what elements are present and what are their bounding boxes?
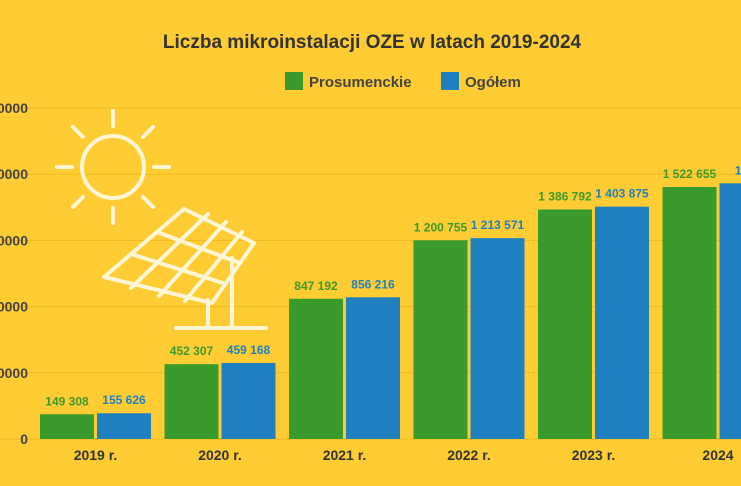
legend-swatch-prosumenckie (285, 72, 303, 90)
y-tick-label: 0 (20, 431, 28, 447)
bar-ogolem (470, 238, 525, 439)
x-category-label: 2022 r. (447, 447, 491, 463)
bar-prosumenckie (164, 364, 219, 439)
x-category-label: 2019 r. (74, 447, 118, 463)
y-tick-label: 0000 (0, 365, 28, 381)
legend-label-ogolem: Ogółem (465, 74, 521, 91)
data-label: 149 308 (45, 394, 89, 408)
data-label: 856 216 (351, 277, 395, 291)
data-label: 452 307 (170, 344, 214, 358)
legend-label-prosumenckie: Prosumenckie (309, 74, 412, 91)
bar-prosumenckie (413, 240, 468, 439)
bar-ogolem (595, 206, 649, 439)
bar-ogolem (221, 363, 276, 439)
legend-swatch-ogolem (441, 72, 459, 90)
y-tick-label: 0000 (0, 100, 28, 116)
data-label: 1 522 655 (663, 167, 717, 181)
x-axis-categories: 2019 r. 2020 r. 2021 r. 2022 r. 2023 r. 2024 (74, 447, 734, 463)
bars (40, 183, 741, 439)
x-category-label: 2023 r. (572, 447, 616, 463)
bar-ogolem (97, 413, 151, 439)
bar-prosumenckie (289, 298, 343, 439)
data-label: 1 54 (735, 163, 741, 177)
y-tick-label: 0000 (0, 299, 28, 315)
bar-prosumenckie (662, 187, 717, 439)
data-label: 1 386 792 (538, 189, 592, 203)
chart-title: Liczba mikroinstalacji OZE w latach 2019… (163, 32, 582, 53)
data-labels: 149 308 155 626 452 307 459 168 847 192 856 2… (45, 163, 741, 408)
x-category-label: 2024 (702, 447, 733, 463)
data-label: 1 403 875 (595, 187, 649, 201)
y-tick-label: 0000 (0, 166, 28, 182)
data-label: 459 168 (227, 343, 271, 357)
x-category-label: 2020 r. (198, 447, 242, 463)
sun-icon (55, 109, 171, 225)
data-label: 1 213 571 (471, 218, 525, 232)
bar-prosumenckie (538, 209, 592, 439)
data-label: 1 200 755 (414, 220, 468, 234)
legend: Prosumenckie Ogółem (285, 72, 521, 91)
bar-prosumenckie (40, 414, 94, 439)
data-label: 847 192 (294, 279, 338, 293)
bar-ogolem (346, 297, 400, 439)
data-label: 155 626 (102, 393, 146, 407)
x-category-label: 2021 r. (323, 447, 367, 463)
solar-panel-icon (102, 207, 268, 330)
y-tick-label: 0000 (0, 232, 28, 248)
bar-ogolem (719, 183, 741, 439)
